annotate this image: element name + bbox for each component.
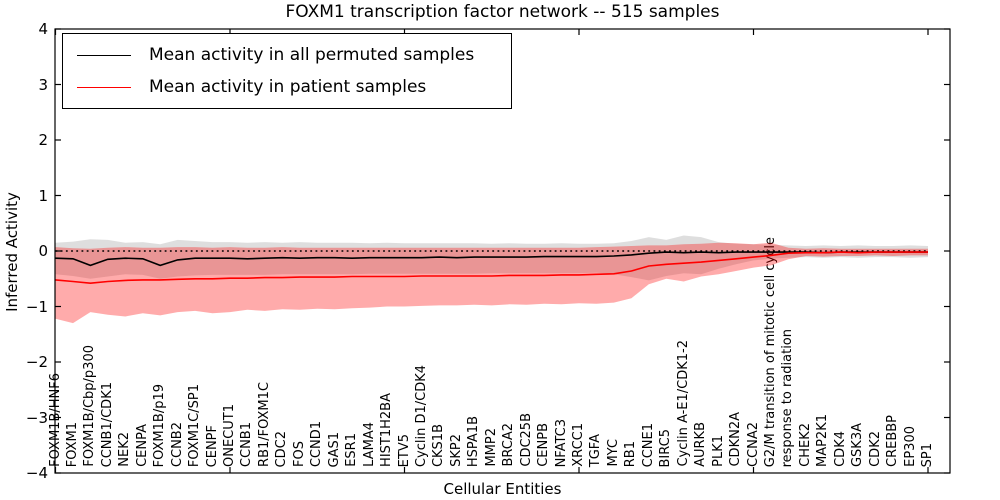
legend-item-permuted: Mean activity in all permuted samples xyxy=(77,42,501,68)
y-tick-label: −2 xyxy=(25,353,48,371)
y-tick-label: 3 xyxy=(38,75,48,94)
x-axis-label: Cellular Entities xyxy=(443,480,562,498)
patient-range-band xyxy=(55,242,928,324)
legend: Mean activity in all permuted samples Me… xyxy=(62,33,512,109)
patient-mean-line xyxy=(55,251,928,285)
y-tick-label: 0 xyxy=(38,242,48,260)
y-tick-label: 2 xyxy=(38,131,48,149)
permuted-mean-line xyxy=(55,251,928,267)
legend-item-patient: Mean activity in patient samples xyxy=(77,74,501,100)
legend-label: Mean activity in patient samples xyxy=(149,77,427,97)
y-tick-label: −3 xyxy=(25,408,48,427)
y-axis-label: Inferred Activity xyxy=(3,192,21,312)
chart-title: FOXM1 transcription factor network -- 51… xyxy=(285,2,720,22)
y-tick-label: 4 xyxy=(38,20,48,38)
permuted-range-band xyxy=(55,235,928,281)
y-tick-label: 1 xyxy=(38,186,48,205)
permuted-line-swatch-icon xyxy=(77,54,131,56)
y-tick-label: −4 xyxy=(25,464,48,482)
patient-line-swatch-icon xyxy=(77,86,131,88)
y-tick-label: −1 xyxy=(25,297,48,316)
legend-label: Mean activity in all permuted samples xyxy=(149,45,475,65)
